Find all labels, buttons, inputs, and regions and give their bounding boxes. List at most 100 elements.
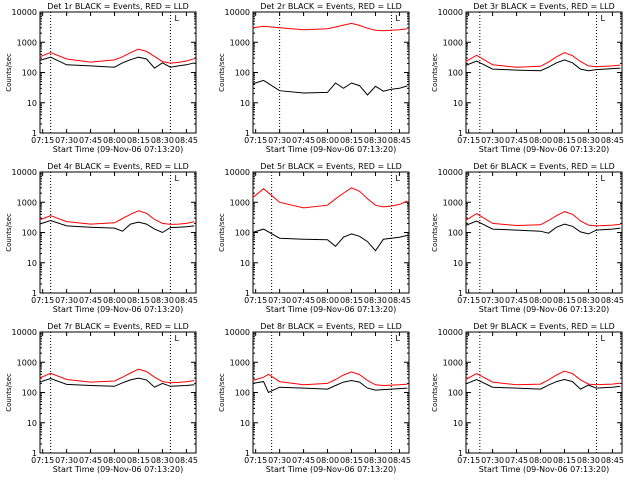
x-tick-label: 08:30 [151, 456, 174, 465]
chart-title: Det 9r BLACK = Events, RED = LLD [473, 322, 615, 331]
x-tick-label: 08:30 [151, 296, 174, 305]
plot-frame [39, 11, 197, 134]
y-axis-label: Counts/sec [431, 213, 439, 252]
marker-label: L [395, 14, 400, 23]
x-tick-label: 07:15 [457, 296, 480, 305]
x-axis-label: Start Time (09-Nov-06 07:13:20) [479, 145, 609, 154]
x-tick-label: 08:15 [340, 296, 363, 305]
y-tick-label: 100 [22, 389, 37, 398]
x-tick-label: 08:00 [316, 296, 339, 305]
x-axis-label: Start Time (09-Nov-06 07:13:20) [266, 305, 396, 314]
y-tick-label: 10 [240, 419, 250, 428]
y-tick-label: 10 [453, 419, 463, 428]
x-tick-label: 07:15 [31, 136, 54, 145]
y-tick-label: 10 [27, 419, 37, 428]
series-line-lld [39, 48, 195, 64]
series-line-lld [252, 22, 408, 32]
y-tick-label: 1 [245, 289, 250, 298]
y-tick-label: 1 [245, 449, 250, 458]
y-tick-label: 10000 [12, 168, 37, 177]
x-axis-label: Start Time (09-Nov-06 07:13:20) [266, 465, 396, 474]
y-axis-label: Counts/sec [218, 53, 226, 92]
x-tick-label: 07:30 [268, 296, 291, 305]
x-tick-label: 07:45 [79, 136, 102, 145]
x-tick-label: 08:45 [601, 296, 624, 305]
y-tick-label: 1000 [443, 38, 463, 47]
marker-label: L [600, 14, 605, 23]
y-tick-label: 10 [240, 99, 250, 108]
x-tick-label: 08:30 [364, 456, 387, 465]
x-tick-label: 08:45 [175, 136, 198, 145]
x-tick-label: 08:30 [151, 136, 174, 145]
y-tick-label: 1 [32, 289, 37, 298]
x-tick-label: 07:30 [481, 456, 504, 465]
y-axis-label: Counts/sec [5, 53, 13, 92]
y-tick-label: 100 [448, 389, 463, 398]
plot-frame [252, 171, 410, 294]
x-tick-label: 08:00 [529, 296, 552, 305]
series-line-events [39, 56, 195, 69]
y-tick-label: 1 [458, 289, 463, 298]
y-tick-label: 100 [448, 229, 463, 238]
y-tick-label: 1 [32, 449, 37, 458]
series-line-lld [252, 187, 408, 209]
x-tick-label: 07:30 [268, 136, 291, 145]
y-tick-label: 1 [458, 449, 463, 458]
y-tick-label: 100 [22, 229, 37, 238]
x-tick-label: 07:30 [55, 136, 78, 145]
y-axis-label: Counts/sec [431, 53, 439, 92]
plot-frame [465, 331, 623, 454]
series-line-events [39, 219, 195, 234]
chart-title: Det 6r BLACK = Events, RED = LLD [473, 162, 615, 171]
x-tick-label: 07:45 [505, 136, 528, 145]
x-tick-label: 07:15 [244, 136, 267, 145]
x-tick-label: 07:30 [481, 296, 504, 305]
series-line-lld [39, 368, 195, 384]
x-tick-label: 07:30 [55, 456, 78, 465]
y-tick-label: 10 [453, 99, 463, 108]
marker-label: L [395, 334, 400, 343]
series-line-events [465, 378, 621, 390]
x-tick-label: 08:45 [601, 456, 624, 465]
x-tick-label: 08:00 [529, 136, 552, 145]
marker-label: L [174, 174, 179, 183]
y-tick-label: 100 [22, 69, 37, 78]
x-tick-label: 07:45 [79, 296, 102, 305]
plot-frame [252, 331, 410, 454]
x-tick-label: 07:15 [244, 296, 267, 305]
series-line-events [465, 220, 621, 235]
x-tick-label: 08:00 [103, 456, 126, 465]
x-tick-label: 08:00 [529, 456, 552, 465]
x-tick-label: 07:30 [481, 136, 504, 145]
chart-title: Det 4r BLACK = Events, RED = LLD [47, 162, 189, 171]
marker-label: L [600, 334, 605, 343]
x-tick-label: 08:45 [601, 136, 624, 145]
series-line-lld [252, 371, 408, 387]
x-tick-label: 08:15 [127, 136, 150, 145]
y-tick-label: 10000 [438, 168, 463, 177]
x-axis-label: Start Time (09-Nov-06 07:13:20) [266, 145, 396, 154]
marker-label: L [174, 14, 179, 23]
x-tick-label: 08:15 [553, 296, 576, 305]
x-tick-label: 08:45 [388, 296, 411, 305]
chart-title: Det 1r BLACK = Events, RED = LLD [47, 2, 189, 11]
plot-frame [39, 171, 197, 294]
y-tick-label: 1000 [17, 198, 37, 207]
y-tick-label: 1000 [230, 38, 250, 47]
y-tick-label: 100 [235, 69, 250, 78]
y-tick-label: 1000 [230, 358, 250, 367]
y-axis-label: Counts/sec [5, 213, 13, 252]
plot-frame [465, 11, 623, 134]
x-tick-label: 07:45 [292, 136, 315, 145]
y-axis-label: Counts/sec [218, 213, 226, 252]
x-tick-label: 07:30 [268, 456, 291, 465]
x-tick-label: 08:30 [364, 296, 387, 305]
y-tick-label: 10000 [12, 328, 37, 337]
x-tick-label: 08:15 [340, 456, 363, 465]
y-tick-label: 10 [27, 99, 37, 108]
